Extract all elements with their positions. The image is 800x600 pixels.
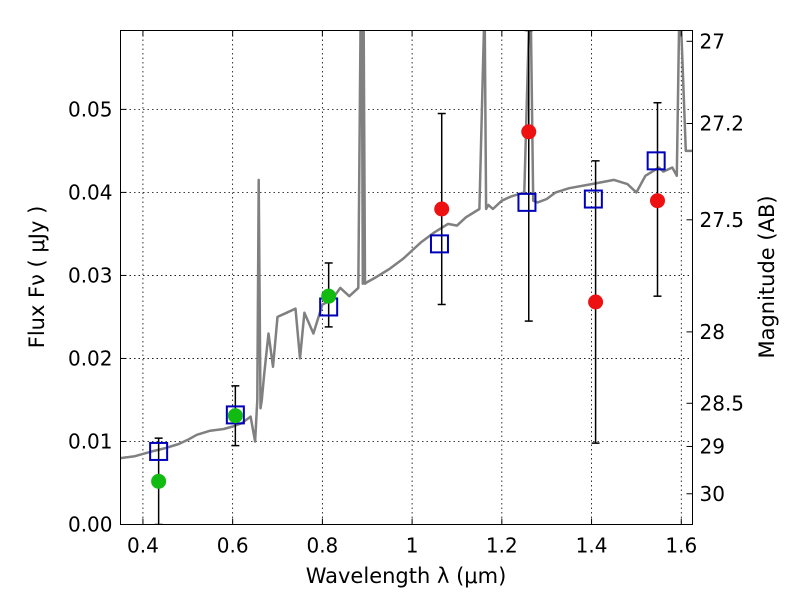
x-tick-label: 1.4 [576, 534, 608, 558]
y-tick-label: 0.01 [68, 429, 113, 453]
y-tick-label: 0.03 [68, 263, 113, 287]
model-square-marker [149, 441, 169, 461]
template-spectrum [120, 30, 693, 460]
magnitude-tick-label: 27 [700, 29, 725, 53]
y-axis-left: 0.00 0.01 0.02 0.03 0.04 0.05 [68, 97, 127, 537]
magnitude-tick-label: 29 [700, 434, 725, 458]
model-square-marker [646, 151, 666, 171]
magnitude-tick-label: 30 [700, 482, 725, 506]
x-axis-label: Wavelength λ (μm) [306, 564, 507, 588]
model-square-marker [429, 234, 449, 254]
y-tick-label: 0.02 [68, 346, 113, 370]
model-square-marker [225, 405, 245, 425]
x-tick-label: 1 [406, 534, 419, 558]
spectrum-line [120, 30, 693, 460]
model-square-marker [583, 189, 603, 209]
y-axis-right-label: Magnitude (AB) [755, 195, 779, 358]
error-bars [154, 30, 662, 525]
plot-frame [120, 30, 693, 525]
magnitude-tick-label: 27.5 [700, 208, 745, 232]
detection-point [321, 288, 337, 304]
error-bar [524, 30, 533, 322]
low-snr-point [434, 201, 450, 217]
y-tick-label: 0.00 [68, 513, 113, 537]
y-axis-right: 27 27.2 27.5 28 28.5 29 30 [686, 29, 745, 506]
magnitude-tick-label: 27.2 [700, 111, 745, 135]
low-snr-point [521, 124, 537, 140]
grid-lines [120, 30, 693, 525]
low-snr-point [588, 294, 604, 310]
detection-point [151, 473, 167, 489]
y-axis-left-label: Flux Fν ( μJy ) [25, 206, 49, 349]
detection-point [227, 408, 243, 424]
y-tick-label: 0.05 [68, 97, 113, 121]
x-tick-label: 1.6 [665, 534, 697, 558]
data-markers [149, 124, 666, 489]
magnitude-tick-label: 28.5 [700, 391, 745, 415]
x-tick-label: 0.8 [306, 534, 338, 558]
low-snr-point [650, 193, 666, 209]
x-axis: 0.4 0.6 0.8 1 1.2 1.4 1.6 [127, 30, 697, 558]
x-tick-label: 0.4 [127, 534, 159, 558]
magnitude-tick-label: 28 [700, 320, 725, 344]
y-tick-label: 0.04 [68, 180, 113, 204]
x-tick-label: 0.6 [217, 534, 249, 558]
x-tick-label: 1.2 [486, 534, 518, 558]
model-square-marker [517, 192, 537, 212]
